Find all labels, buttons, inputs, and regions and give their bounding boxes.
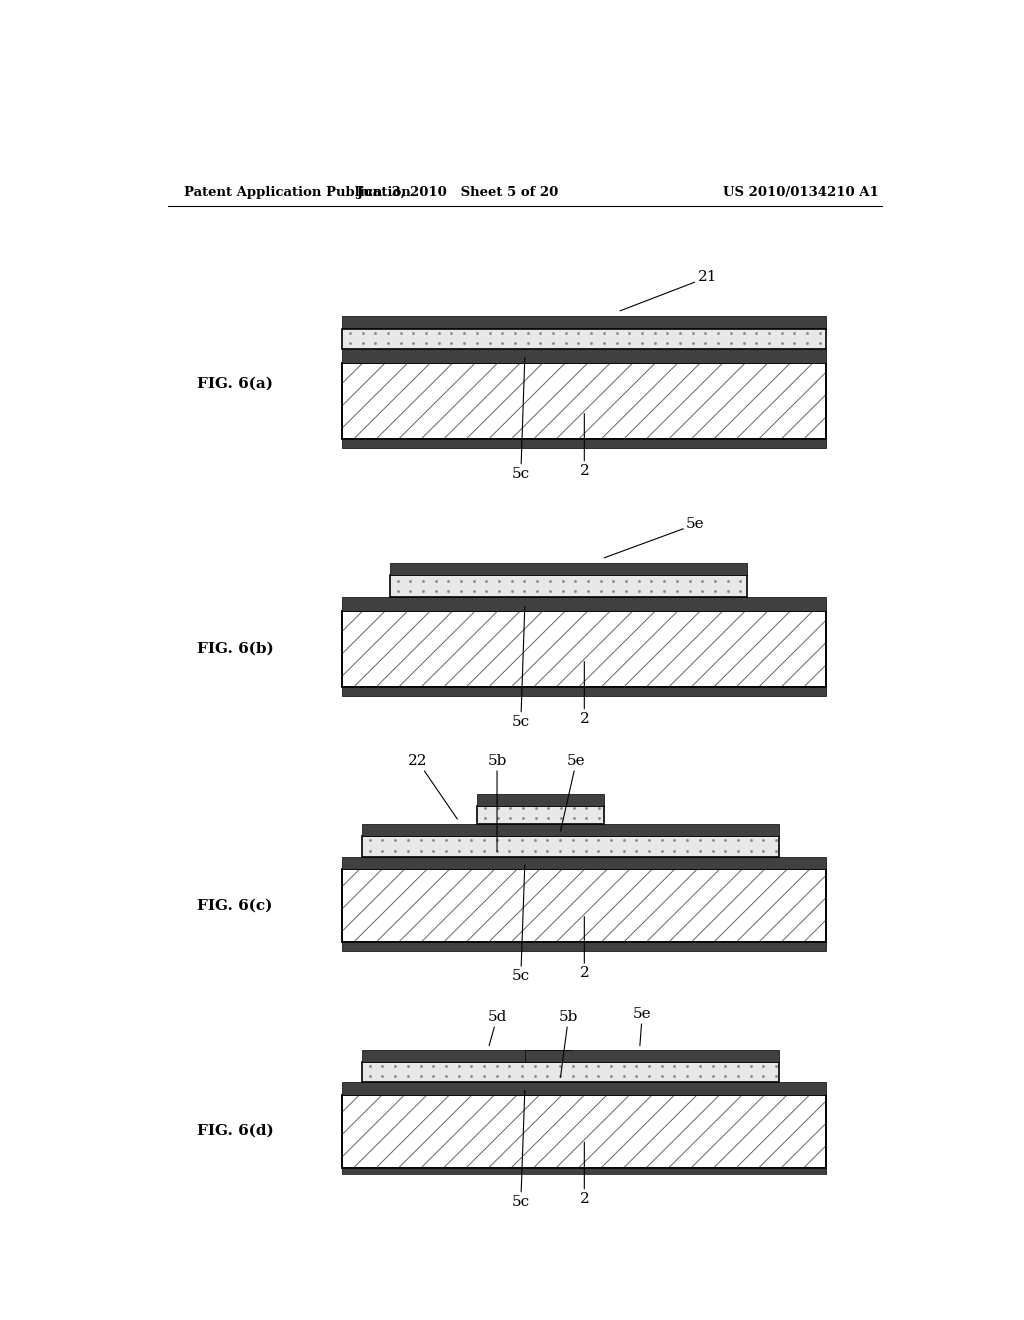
Bar: [342, 329, 826, 350]
Text: 22: 22: [408, 754, 458, 818]
Bar: [342, 857, 826, 869]
Bar: [342, 1094, 826, 1168]
Bar: [342, 363, 826, 440]
Bar: [342, 598, 826, 611]
Bar: [390, 562, 748, 576]
Text: FIG. 6(c): FIG. 6(c): [198, 899, 272, 912]
Text: 5c: 5c: [512, 358, 529, 480]
Bar: [342, 611, 826, 686]
Bar: [342, 1168, 826, 1176]
Text: 5e: 5e: [604, 517, 705, 558]
Bar: [342, 363, 826, 440]
Text: 21: 21: [620, 271, 717, 312]
Text: 2: 2: [580, 1142, 589, 1205]
Text: 5c: 5c: [512, 607, 529, 729]
Text: 2: 2: [580, 413, 589, 478]
Text: 2: 2: [580, 916, 589, 979]
Bar: [342, 869, 826, 942]
Bar: [342, 686, 826, 696]
Bar: [342, 440, 826, 449]
Text: Patent Application Publication: Patent Application Publication: [183, 186, 411, 199]
Bar: [524, 1049, 778, 1063]
Text: 5e: 5e: [560, 754, 586, 832]
Text: 5e: 5e: [633, 1007, 651, 1045]
Bar: [342, 869, 826, 942]
Bar: [342, 350, 826, 363]
Text: FIG. 6(a): FIG. 6(a): [198, 378, 273, 391]
Bar: [362, 824, 778, 837]
Bar: [342, 611, 826, 686]
Bar: [342, 315, 826, 329]
Text: 5d: 5d: [487, 1010, 507, 1045]
Text: Jun. 3, 2010   Sheet 5 of 20: Jun. 3, 2010 Sheet 5 of 20: [356, 186, 558, 199]
Bar: [362, 1063, 778, 1082]
Bar: [342, 942, 826, 950]
Text: 5c: 5c: [512, 865, 529, 983]
Bar: [362, 1049, 572, 1063]
Text: US 2010/0134210 A1: US 2010/0134210 A1: [723, 186, 879, 199]
Text: 5b: 5b: [559, 1010, 579, 1077]
Bar: [390, 576, 748, 598]
Bar: [342, 1094, 826, 1168]
Bar: [362, 837, 778, 857]
Bar: [342, 1082, 826, 1094]
Text: 2: 2: [580, 661, 589, 726]
Text: FIG. 6(b): FIG. 6(b): [197, 642, 273, 656]
Bar: [477, 793, 604, 805]
Text: 5c: 5c: [512, 1090, 529, 1209]
Text: FIG. 6(d): FIG. 6(d): [197, 1125, 273, 1138]
Text: 5b: 5b: [487, 754, 507, 851]
Bar: [477, 805, 604, 824]
